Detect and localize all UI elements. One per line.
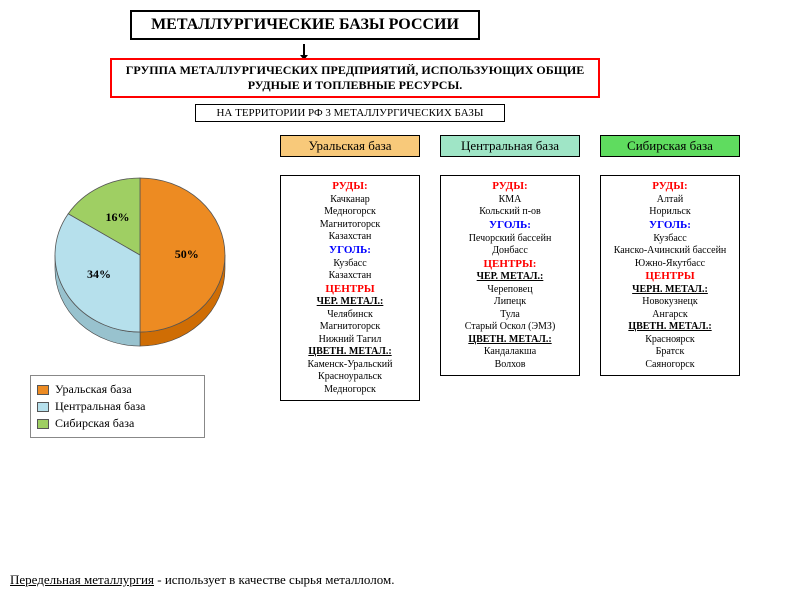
- base-body: РУДЫ:КМАКольский п-овУГОЛЬ:Печорский бас…: [440, 175, 580, 376]
- footer-rest: - использует в качестве сырья металлолом…: [154, 572, 394, 587]
- legend-item: Уральская база: [37, 382, 198, 397]
- base-header: Сибирская база: [600, 135, 740, 157]
- pie-slice-label: 34%: [87, 267, 111, 282]
- legend-swatch: [37, 402, 49, 412]
- legend-item: Центральная база: [37, 399, 198, 414]
- pie-slice-label: 50%: [175, 247, 199, 262]
- connector-arrow: [303, 44, 305, 56]
- legend-item: Сибирская база: [37, 416, 198, 431]
- pie-legend: Уральская база Центральная база Сибирская …: [30, 375, 205, 438]
- legend-label: Центральная база: [55, 399, 145, 414]
- legend-label: Уральская база: [55, 382, 132, 397]
- base-body: РУДЫ:АлтайНорильскУГОЛЬ:КузбассКанско-Ач…: [600, 175, 740, 376]
- count-box: НА ТЕРРИТОРИИ РФ 3 МЕТАЛЛУРГИЧЕСКИХ БАЗЫ: [195, 104, 505, 122]
- legend-swatch: [37, 385, 49, 395]
- base-body: РУДЫ:КачканарМедногорскМагнитогорскКазах…: [280, 175, 420, 401]
- pie-chart: [25, 160, 245, 360]
- subtitle-box: ГРУППА МЕТАЛЛУРГИЧЕСКИХ ПРЕДПРИЯТИЙ, ИСП…: [110, 58, 600, 98]
- base-header: Уральская база: [280, 135, 420, 157]
- legend-swatch: [37, 419, 49, 429]
- legend-label: Сибирская база: [55, 416, 134, 431]
- footer-note: Передельная металлургия - использует в к…: [10, 572, 394, 588]
- footer-underlined: Передельная металлургия: [10, 572, 154, 587]
- pie-slice-label: 16%: [105, 210, 129, 225]
- main-title: МЕТАЛЛУРГИЧЕСКИЕ БАЗЫ РОССИИ: [130, 10, 480, 40]
- base-header: Центральная база: [440, 135, 580, 157]
